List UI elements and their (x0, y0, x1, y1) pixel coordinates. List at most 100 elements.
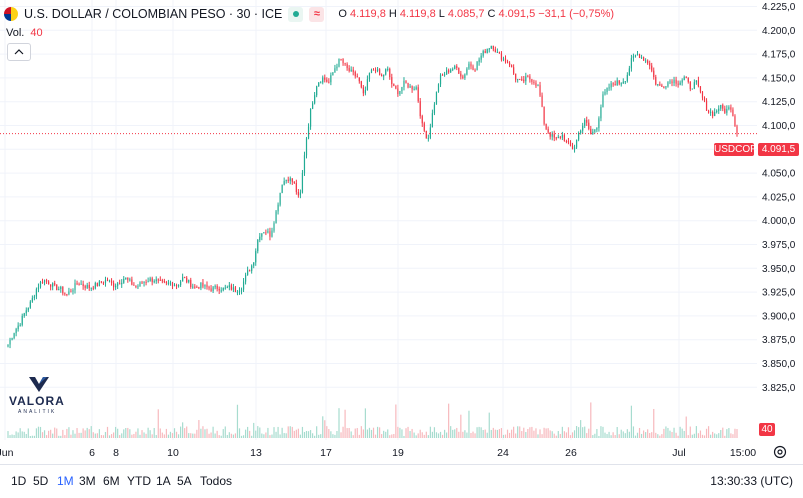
candle-body (98, 281, 100, 287)
candle-body (70, 291, 72, 293)
volume-bar (37, 426, 40, 438)
candle-body (403, 80, 405, 88)
volume-bar (330, 431, 332, 438)
timeframe-todos[interactable]: Todos (200, 474, 233, 488)
collapse-legend-button[interactable] (7, 43, 31, 61)
volume-bar (318, 434, 320, 438)
candle-body (244, 274, 247, 282)
time-axis[interactable]: Jun 6 8 10 13 17 19 24 26 Jul 15:00 (0, 447, 756, 459)
candle-body (251, 265, 253, 271)
volume-bar (545, 428, 547, 438)
candle-body (454, 66, 456, 69)
candle-body (307, 126, 310, 139)
symbol-title[interactable]: U.S. DOLLAR / COLOMBIAN PESO · 30 · ICE (24, 7, 283, 21)
volume-bar (326, 426, 328, 438)
open-label: O (338, 8, 347, 20)
volume-bar (244, 429, 247, 438)
volume-bar (571, 432, 574, 438)
volume-bar (108, 435, 111, 438)
candle-body (565, 140, 568, 142)
indicator-wave-icon[interactable]: ≈ (309, 6, 325, 22)
volume-bar (634, 435, 637, 438)
volume-bar (707, 426, 710, 438)
candle-body (409, 86, 411, 88)
candle-body (586, 119, 588, 123)
candle-body (362, 87, 364, 94)
candle-body (194, 286, 196, 288)
candle-body (582, 125, 584, 131)
candle-body (677, 83, 679, 85)
volume-bar (78, 432, 80, 438)
candle-body (734, 116, 736, 127)
volume-bar (649, 432, 651, 438)
timeframe-1m[interactable]: 1M (57, 474, 74, 488)
volume-bar (190, 433, 192, 438)
timeframe-1a[interactable]: 1A (156, 474, 171, 488)
candle-body (88, 284, 90, 289)
volume-bar (498, 429, 501, 438)
price-axis[interactable]: 4.225,0 4.200,0 4.175,0 4.150,0 4.125,0 4.100… (762, 2, 796, 394)
candle-body (732, 109, 734, 117)
candle-body (468, 63, 470, 69)
candle-body (184, 277, 186, 279)
volume-bar (431, 431, 434, 438)
volume-bar (23, 431, 25, 438)
candle-body (651, 65, 653, 71)
volume-bar (411, 428, 413, 438)
volume-bar (527, 429, 529, 438)
volume-bar (588, 428, 590, 438)
gear-icon[interactable] (772, 444, 788, 460)
price-tick-label: 4.000,0 (762, 216, 796, 227)
candle-body (712, 111, 714, 117)
volume-bar (389, 435, 391, 438)
volume-bar (368, 427, 371, 438)
volume-bar (549, 430, 551, 438)
timeframe-1d[interactable]: 1D (11, 474, 27, 488)
candle-body (718, 108, 720, 111)
timeframe-5d[interactable]: 5D (33, 474, 49, 488)
volume-bar (695, 426, 697, 438)
volume-bar (433, 427, 436, 438)
timeframe-6m[interactable]: 6M (103, 474, 120, 488)
volume-bar (557, 431, 559, 438)
timeframe-ytd[interactable]: YTD (127, 474, 151, 488)
candle-body (115, 285, 117, 288)
volume-bar (614, 435, 616, 438)
volume-bar (565, 432, 568, 438)
volume-bar (441, 434, 444, 438)
candle-body (379, 69, 381, 75)
volume-bar (710, 434, 712, 438)
volume-bar (383, 430, 385, 438)
candle-body (344, 63, 346, 65)
volume-bar (437, 433, 440, 438)
price-tick-label: 4.025,0 (762, 192, 796, 203)
volume-bar (726, 429, 728, 438)
candle-body (94, 283, 96, 289)
candle-body (275, 211, 277, 224)
candle-body (486, 49, 488, 53)
candle-body (133, 284, 135, 286)
candle-body (366, 79, 369, 90)
volume-bar (161, 432, 163, 438)
volume-bar (608, 431, 610, 438)
utc-clock[interactable]: 13:30:33 (UTC) (710, 474, 793, 488)
timeframe-3m[interactable]: 3M (79, 474, 96, 488)
volume-bars (7, 402, 738, 438)
candle-body (539, 85, 541, 96)
visibility-toggle-icon[interactable] (288, 6, 304, 22)
chart-grid (0, 0, 757, 440)
candle-body (58, 289, 60, 291)
timeframe-5a[interactable]: 5A (177, 474, 192, 488)
candle-body (622, 81, 624, 84)
candle-body (545, 123, 547, 129)
volume-bar (506, 429, 509, 438)
logo-wordmark: VALORA (9, 394, 65, 408)
candle-body (76, 283, 78, 285)
candle-body (557, 136, 559, 139)
volume-bar (401, 429, 403, 438)
candle-body (669, 81, 671, 83)
volume-bar (72, 430, 74, 438)
volume-bar (543, 427, 545, 438)
volume-bar (163, 434, 165, 438)
